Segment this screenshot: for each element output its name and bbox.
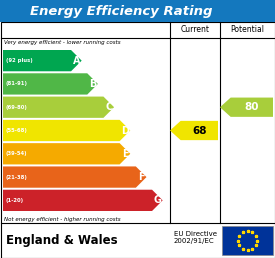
Text: Not energy efficient - higher running costs: Not energy efficient - higher running co… <box>4 217 121 222</box>
Text: (21-38): (21-38) <box>6 175 28 180</box>
Text: England & Wales: England & Wales <box>6 234 118 247</box>
Text: D: D <box>121 125 129 135</box>
Text: B: B <box>89 79 96 89</box>
Text: 68: 68 <box>192 125 207 135</box>
Text: Potential: Potential <box>230 26 265 35</box>
Bar <box>222 226 273 255</box>
Text: Current: Current <box>180 26 210 35</box>
Text: (81-91): (81-91) <box>6 82 28 86</box>
Polygon shape <box>3 190 163 211</box>
Polygon shape <box>3 166 147 188</box>
Polygon shape <box>3 50 82 71</box>
Text: (92 plus): (92 plus) <box>6 58 33 63</box>
Text: E: E <box>122 149 128 159</box>
Text: (39-54): (39-54) <box>6 151 28 156</box>
Polygon shape <box>170 121 218 140</box>
Text: Energy Efficiency Rating: Energy Efficiency Rating <box>30 4 212 18</box>
Text: 80: 80 <box>244 102 259 112</box>
Text: G: G <box>153 195 161 205</box>
Polygon shape <box>220 98 273 117</box>
Text: (69-80): (69-80) <box>6 105 28 110</box>
Polygon shape <box>3 143 130 164</box>
Text: F: F <box>138 172 144 182</box>
Text: (1-20): (1-20) <box>6 198 24 203</box>
Polygon shape <box>3 96 114 118</box>
Bar <box>0 0 275 22</box>
Text: EU Directive
2002/91/EC: EU Directive 2002/91/EC <box>174 230 217 245</box>
Text: Very energy efficient - lower running costs: Very energy efficient - lower running co… <box>4 40 121 45</box>
Polygon shape <box>3 120 130 141</box>
Text: (55-68): (55-68) <box>6 128 28 133</box>
Text: A: A <box>73 56 80 66</box>
Text: C: C <box>105 102 112 112</box>
Polygon shape <box>3 73 98 95</box>
